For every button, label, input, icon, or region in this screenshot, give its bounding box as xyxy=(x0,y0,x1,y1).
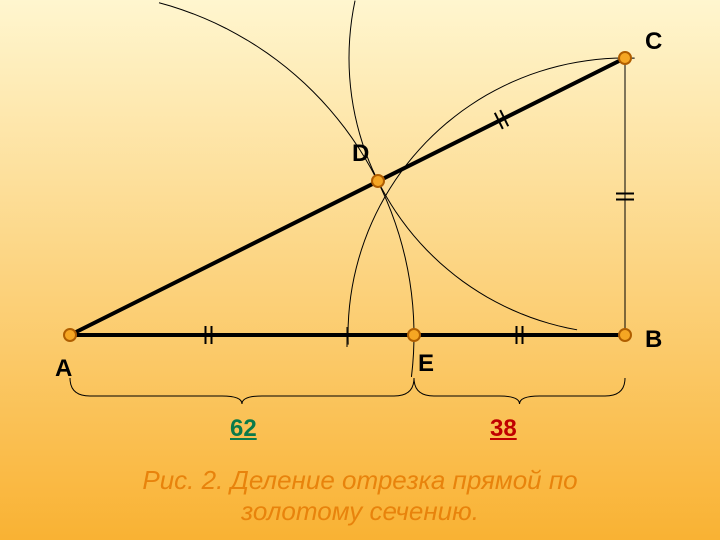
point-label-d: D xyxy=(352,140,369,168)
ratio-right: 38 xyxy=(490,415,517,443)
diagram-svg xyxy=(0,0,720,540)
point-label-a: A xyxy=(55,355,72,383)
figure-caption: Рис. 2. Деление отрезка прямой позолотом… xyxy=(0,465,720,527)
point-label-e: E xyxy=(418,350,434,378)
point-label-b: B xyxy=(645,326,662,354)
ratio-left: 62 xyxy=(230,415,257,443)
point-label-c: C xyxy=(645,28,662,56)
diagram-container: A B C D E 62 38 Рис. 2. Деление отрезка … xyxy=(0,0,720,540)
